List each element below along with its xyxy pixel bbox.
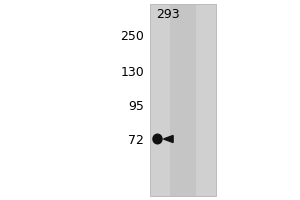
Bar (150, 4, 216, 196)
Text: 95: 95 (128, 99, 144, 112)
Text: 250: 250 (120, 29, 144, 43)
Ellipse shape (152, 134, 163, 144)
Text: 293: 293 (156, 8, 180, 21)
Bar (170, 4, 196, 196)
Polygon shape (164, 135, 173, 143)
Text: 130: 130 (120, 66, 144, 78)
Text: 72: 72 (128, 134, 144, 146)
